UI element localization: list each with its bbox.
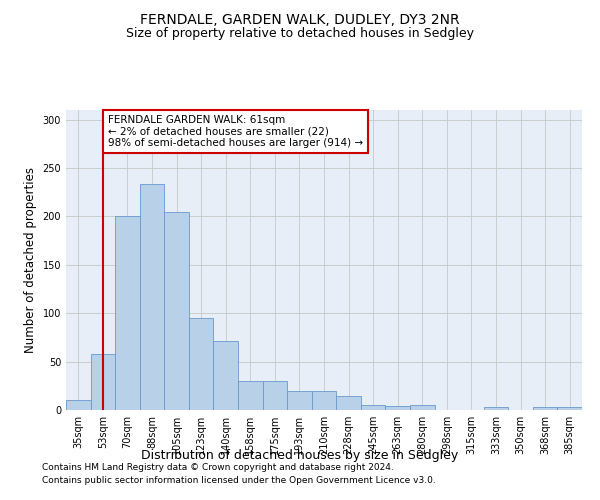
Text: Size of property relative to detached houses in Sedgley: Size of property relative to detached ho… — [126, 28, 474, 40]
Bar — [312, 390, 336, 410]
Text: FERNDALE, GARDEN WALK, DUDLEY, DY3 2NR: FERNDALE, GARDEN WALK, DUDLEY, DY3 2NR — [140, 12, 460, 26]
Bar — [410, 405, 434, 410]
Bar — [385, 406, 410, 410]
Text: Contains public sector information licensed under the Open Government Licence v3: Contains public sector information licen… — [42, 476, 436, 485]
Bar — [140, 184, 164, 410]
Bar — [91, 354, 115, 410]
Bar — [533, 407, 557, 410]
Bar — [238, 381, 263, 410]
Bar — [287, 390, 312, 410]
Text: FERNDALE GARDEN WALK: 61sqm
← 2% of detached houses are smaller (22)
98% of semi: FERNDALE GARDEN WALK: 61sqm ← 2% of deta… — [108, 115, 363, 148]
Bar — [336, 396, 361, 410]
Text: Contains HM Land Registry data © Crown copyright and database right 2024.: Contains HM Land Registry data © Crown c… — [42, 464, 394, 472]
Bar — [164, 212, 189, 410]
Bar — [484, 407, 508, 410]
Bar — [557, 407, 582, 410]
Bar — [263, 381, 287, 410]
Y-axis label: Number of detached properties: Number of detached properties — [24, 167, 37, 353]
Bar — [66, 400, 91, 410]
Text: Distribution of detached houses by size in Sedgley: Distribution of detached houses by size … — [142, 448, 458, 462]
Bar — [115, 216, 140, 410]
Bar — [361, 405, 385, 410]
Bar — [189, 318, 214, 410]
Bar — [214, 342, 238, 410]
